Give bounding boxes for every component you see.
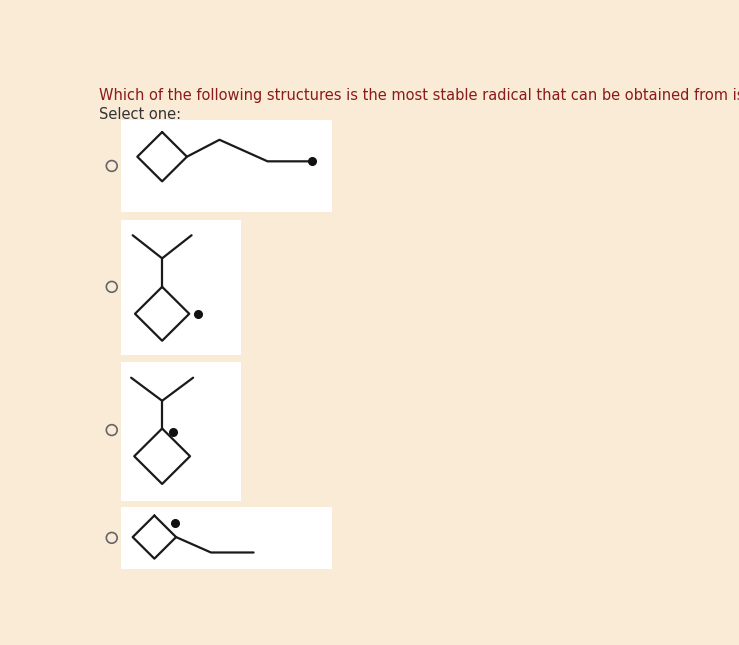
Bar xyxy=(121,120,332,212)
Text: Which of the following structures is the most stable radical that can be obtaine: Which of the following structures is the… xyxy=(98,88,739,103)
Text: Select one:: Select one: xyxy=(98,106,181,122)
Bar xyxy=(121,220,241,355)
Bar xyxy=(121,362,241,501)
Bar xyxy=(121,507,332,569)
